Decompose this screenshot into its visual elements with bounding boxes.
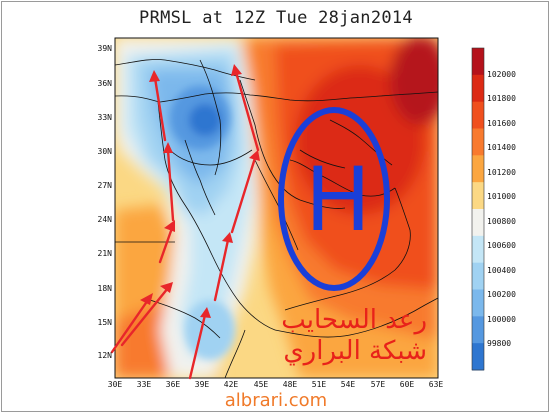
arrow-1: [110, 298, 150, 354]
lon-label: 30E: [107, 380, 123, 389]
arrow-7: [213, 238, 230, 302]
colorbar-swatch: [472, 289, 484, 317]
colorbar-swatch: [472, 235, 484, 264]
lon-label: 39E: [194, 380, 210, 389]
colorbar-swatch: [472, 343, 484, 371]
lat-label: 39N: [97, 44, 112, 53]
lon-label: 51E: [311, 380, 327, 389]
colorbar-swatch: [472, 155, 484, 183]
lon-label: 45E: [253, 380, 269, 389]
high-pressure-marker: H: [278, 107, 390, 291]
lat-label: 18N: [97, 284, 112, 293]
lon-label: 54E: [340, 380, 356, 389]
colorbar-swatch: [472, 74, 484, 103]
lat-label: 36N: [97, 79, 112, 88]
map-title: PRMSL at 12Z Tue 28jan2014: [139, 8, 413, 28]
colorbar-swatch: [472, 209, 484, 237]
lat-label: 27N: [97, 181, 112, 190]
colorbar-label: 101400: [487, 143, 516, 152]
colorbar-label: 100000: [487, 315, 516, 324]
colorbar-swatch: [472, 316, 484, 344]
lon-label: 48E: [282, 380, 298, 389]
arrow-8: [230, 156, 257, 234]
lat-label: 21N: [97, 249, 112, 258]
arrow-6: [188, 313, 207, 380]
colorbar-swatch: [472, 48, 484, 76]
lat-label: 33N: [97, 113, 112, 122]
wind-arrows: [110, 70, 260, 380]
high-circle: [278, 107, 390, 291]
colorbar-swatch: [472, 101, 484, 129]
arrow-3: [158, 226, 174, 264]
arabic-caption-line2: شبكة البراري: [283, 336, 427, 366]
arabic-caption-line1: رعد السحايب: [281, 305, 427, 335]
colorbar-swatch: [472, 182, 484, 210]
lon-label: 42E: [223, 380, 239, 389]
colorbar-label: 100200: [487, 290, 516, 299]
colorbar-label: 100800: [487, 217, 516, 226]
arrow-2: [120, 286, 170, 347]
lat-label: 15N: [97, 318, 112, 327]
colorbar: [471, 47, 485, 371]
colorbar-label: 101600: [487, 119, 516, 128]
lon-label: 36E: [165, 380, 181, 389]
colorbar-swatch: [472, 128, 484, 156]
map-border: [114, 37, 439, 379]
arrow-5: [153, 76, 167, 142]
colorbar-swatch: [472, 262, 484, 290]
colorbar-label: 101800: [487, 94, 516, 103]
arrow-9: [234, 70, 260, 152]
lat-label: 30N: [97, 147, 112, 156]
colorbar-label: 101000: [487, 192, 516, 201]
arrow-heads: [140, 64, 260, 318]
lon-label: 60E: [399, 380, 415, 389]
high-letter: H: [305, 148, 371, 251]
lat-label: 12N: [97, 351, 112, 360]
lat-label: 24N: [97, 215, 112, 224]
arrow-4: [166, 148, 175, 222]
colorbar-label: 100600: [487, 241, 516, 250]
colorbar-label: 102000: [487, 70, 516, 79]
colorbar-label: 99800: [487, 339, 512, 348]
colorbar-label: 101200: [487, 168, 516, 177]
lon-label: 33E: [136, 380, 152, 389]
colorbar-label: 100400: [487, 266, 516, 275]
lon-label: 63E: [428, 380, 444, 389]
watermark-text: albrari.com: [224, 390, 328, 411]
lon-label: 57E: [370, 380, 386, 389]
